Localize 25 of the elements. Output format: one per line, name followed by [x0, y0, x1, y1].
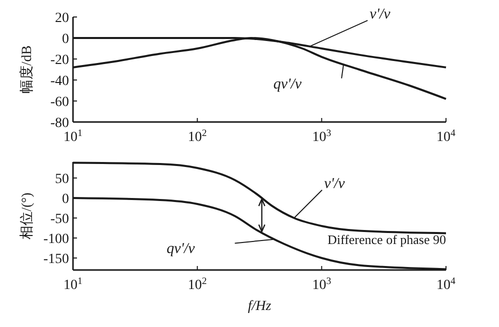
text: qv'/v [166, 241, 196, 258]
series-label: qv'/v [273, 76, 302, 92]
y-tick-label: -50 [50, 212, 69, 227]
x-tick-label: 10$^{1}$ [64, 276, 83, 293]
y-tick-label: -150 [43, 252, 69, 267]
y-tick-label: 50 [55, 172, 69, 187]
x-axis-title: f/Hz [248, 299, 272, 314]
y-tick-label: -100 [43, 232, 69, 247]
text: v'/v [324, 176, 346, 192]
x-tick-label: 10$^{3}$ [312, 276, 332, 293]
y-tick-label: -20 [50, 52, 69, 68]
annotation: Difference of phase 90 [327, 232, 446, 248]
y-tick-label: -60 [50, 94, 69, 110]
x-tick-label: 10$^{2}$ [188, 128, 207, 145]
x-tick-label: 10$^{2}$ [188, 276, 207, 293]
y-axis-title: 相位/(°) [19, 192, 35, 240]
y-tick-label: -40 [50, 74, 69, 89]
x-tick-label: 10$^{4}$ [436, 128, 456, 145]
y-tick-label: 0 [62, 192, 69, 207]
x-tick-label: 10$^{4}$ [436, 276, 456, 293]
x-tick-label: 10$^{3}$ [312, 128, 332, 145]
y-tick-label: 0 [62, 32, 69, 47]
text: v'/v [370, 6, 391, 22]
y-axis-title: 幅度/dB [19, 45, 35, 94]
y-tick-label: 20 [55, 10, 69, 26]
